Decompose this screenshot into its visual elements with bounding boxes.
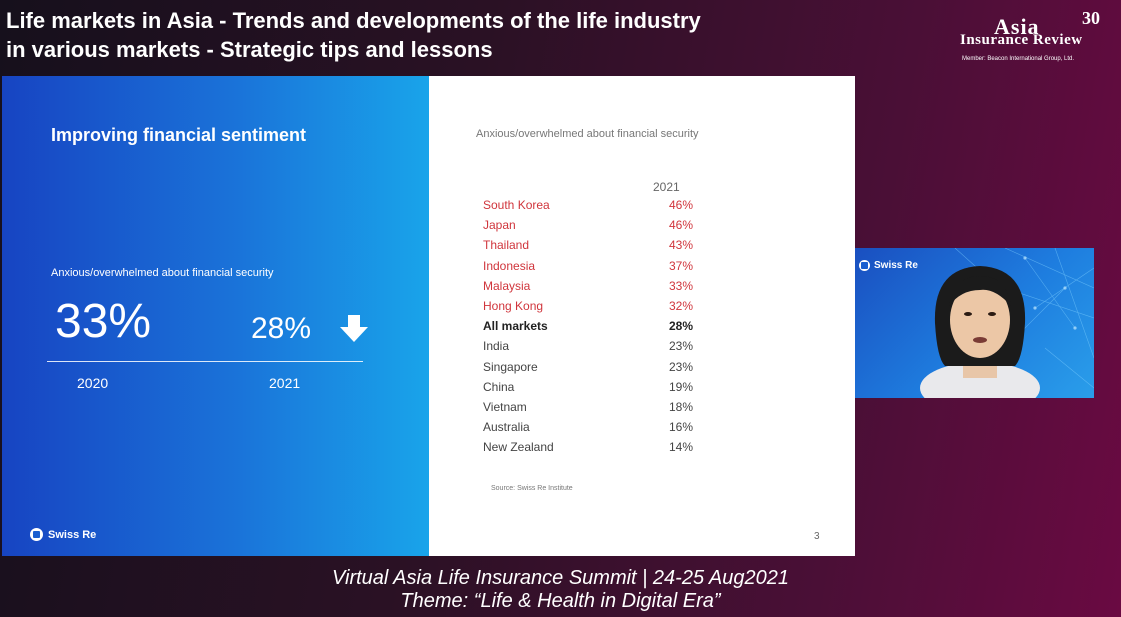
table-row: South Korea 46% bbox=[483, 195, 693, 215]
header-title: Life markets in Asia - Trends and develo… bbox=[6, 6, 846, 64]
table-row: China 19% bbox=[483, 377, 693, 397]
network-background bbox=[920, 248, 1094, 398]
table-row: India 23% bbox=[483, 336, 693, 356]
market-pct: 43% bbox=[668, 238, 693, 253]
market-pct: 14% bbox=[668, 440, 693, 455]
table-row: Japan 46% bbox=[483, 215, 693, 235]
year-2020-label: 2020 bbox=[77, 375, 109, 391]
swiss-re-brand: Swiss Re bbox=[30, 528, 96, 541]
logo-line2: Insurance Review bbox=[960, 32, 1083, 48]
camera-brand: Swiss Re bbox=[859, 260, 918, 271]
table-row: Singapore 23% bbox=[483, 357, 693, 377]
market-pct: 16% bbox=[668, 420, 693, 435]
market-pct: 18% bbox=[668, 399, 693, 414]
market-pct: 28% bbox=[668, 319, 693, 334]
header-title-line1: Life markets in Asia - Trends and develo… bbox=[6, 8, 701, 33]
camera-brand-label: Swiss Re bbox=[874, 260, 918, 271]
slide-heading: Improving financial sentiment bbox=[51, 125, 307, 145]
markets-table: South Korea 46% Japan 46% Thailand 43% Indo… bbox=[483, 195, 693, 457]
market-pct: 37% bbox=[668, 258, 693, 273]
metric-label: Anxious/overwhelmed about financial secu… bbox=[51, 267, 274, 279]
logo-line1: Asia bbox=[994, 14, 1040, 39]
swiss-re-icon bbox=[30, 528, 43, 541]
down-arrow-icon bbox=[340, 315, 368, 342]
table-subtitle: Anxious/overwhelmed about financial secu… bbox=[476, 128, 699, 140]
market-name: Australia bbox=[483, 420, 530, 435]
table-row: Australia 16% bbox=[483, 417, 693, 437]
anniversary-badge: 30 bbox=[1082, 8, 1100, 28]
market-pct: 33% bbox=[668, 278, 693, 293]
market-name: India bbox=[483, 339, 510, 354]
market-name: China bbox=[483, 379, 515, 394]
value-2021: 28% bbox=[251, 312, 312, 345]
table-row: Thailand 43% bbox=[483, 235, 693, 255]
logo-member-text: Member: Beacon International Group, Ltd. bbox=[962, 56, 1075, 62]
table-row: Vietnam 18% bbox=[483, 397, 693, 417]
market-name: Vietnam bbox=[483, 399, 527, 414]
brand-label: Swiss Re bbox=[48, 528, 97, 541]
table-row: Indonesia 37% bbox=[483, 256, 693, 276]
event-footer-line1: Virtual Asia Life Insurance Summit | 24-… bbox=[332, 567, 789, 589]
divider bbox=[47, 361, 363, 362]
market-name: South Korea bbox=[483, 198, 550, 212]
presentation-slide: Improving financial sentiment Anxious/ov… bbox=[2, 76, 855, 556]
market-pct: 23% bbox=[668, 339, 693, 354]
asia-insurance-review-logo: Asia Insurance Review 30 Member: Beacon … bbox=[958, 8, 1114, 70]
header-title-line2: in various markets - Strategic tips and … bbox=[6, 37, 493, 62]
market-name: Indonesia bbox=[483, 258, 536, 273]
slide-left-panel: Improving financial sentiment Anxious/ov… bbox=[2, 76, 429, 556]
value-2020: 33% bbox=[55, 295, 152, 348]
market-name: Japan bbox=[483, 218, 516, 233]
market-pct: 19% bbox=[668, 379, 693, 394]
table-row: Malaysia 33% bbox=[483, 276, 693, 296]
market-name: New Zealand bbox=[483, 440, 554, 455]
table-row: New Zealand 14% bbox=[483, 437, 693, 457]
market-pct: 46% bbox=[668, 198, 693, 212]
market-pct: 46% bbox=[668, 218, 693, 233]
source-note: Source: Swiss Re Institute bbox=[491, 485, 573, 492]
market-name: Thailand bbox=[483, 238, 530, 253]
market-name: Malaysia bbox=[483, 278, 531, 293]
market-pct: 23% bbox=[668, 359, 693, 374]
market-pct: 32% bbox=[668, 298, 693, 313]
year-2021-label: 2021 bbox=[269, 375, 301, 391]
table-row: Hong Kong 32% bbox=[483, 296, 693, 316]
market-name: Hong Kong bbox=[483, 298, 544, 313]
swiss-re-icon bbox=[859, 260, 870, 271]
market-name: All markets bbox=[483, 319, 548, 334]
speaker-silhouette bbox=[920, 266, 1040, 398]
market-name: Singapore bbox=[483, 359, 538, 374]
page-number: 3 bbox=[814, 531, 820, 542]
speaker-video-tile[interactable]: Swiss Re bbox=[855, 248, 1094, 398]
table-row: All markets 28% bbox=[483, 316, 693, 336]
column-header: 2021 bbox=[653, 180, 680, 194]
event-footer-line2: Theme: “Life & Health in Digital Era” bbox=[400, 590, 721, 612]
